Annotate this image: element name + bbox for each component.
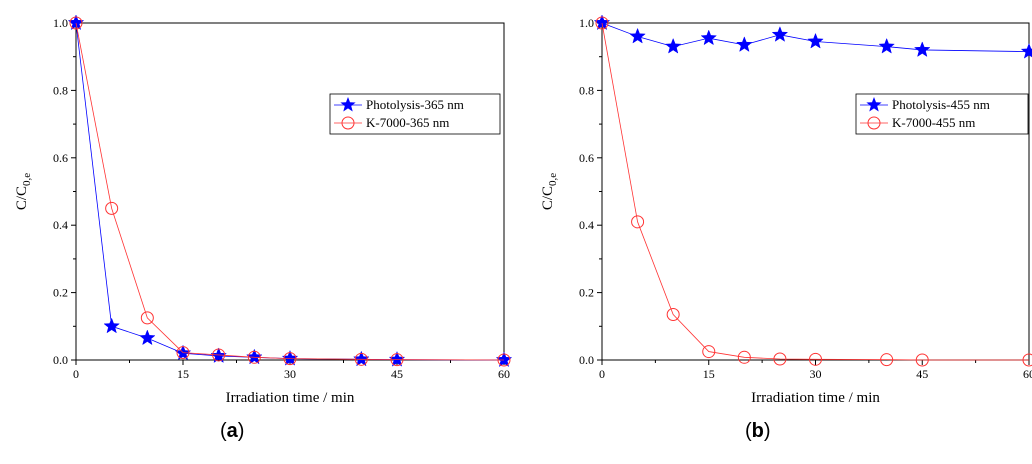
legend-entry-0: Photolysis-365 nm [366,97,464,112]
series-line-1 [601,22,1029,361]
data-point [736,36,753,52]
x-tick-label: 60 [1023,367,1032,381]
panel-label-b: (b) [745,420,771,442]
data-point [664,37,682,54]
legend-entry-0: Photolysis-455 nm [892,97,990,112]
legend-circle-marker [867,116,881,130]
y-tick-label: 0.2 [53,286,68,300]
chart-b: 0 15 30 45 60 0.0 0.2 0.4 0.6 0.8 1.0 Irradiation t… [540,14,1032,406]
data-point [771,26,789,42]
x-tick-label: 45 [916,367,928,381]
data-point [702,345,716,359]
data-point [878,37,895,54]
data-point [913,41,931,57]
x-tick-label: 30 [284,367,296,381]
data-point [105,201,119,215]
data-point [809,352,822,366]
data-point [631,215,645,229]
series-line-0 [75,22,505,361]
data-point [283,352,297,366]
data-point [212,348,226,362]
data-point [354,352,368,366]
data-point [915,353,929,367]
legend-entry-1: K-7000-365 nm [366,115,449,130]
plot-frame [601,22,1030,361]
data-point [773,352,787,366]
data-point [103,317,120,334]
y-tick-label: 0.0 [579,353,594,367]
legend-star-marker [866,97,882,112]
data-point [497,353,511,367]
data-point [140,311,154,325]
chart-a: 0 15 30 45 60 0.0 0.2 0.4 0.6 0.8 1.0 Irradiation t… [14,14,513,406]
panel-label-a: (a) [220,420,245,442]
data-point [390,353,404,367]
legend-star-marker [340,97,356,112]
data-point [807,32,824,49]
y-axis-title: C/C0,e [540,173,559,210]
legend-box [329,93,501,135]
x-axis-title: Irradiation time / min [226,390,355,406]
legend-box [855,93,1029,135]
data-point [176,346,190,360]
x-tick-label: 30 [810,367,822,381]
x-tick-label: 0 [73,367,79,381]
legend: Photolysis-365 nm K-7000-365 nm [329,93,501,135]
data-point [880,353,894,367]
x-tick-label: 15 [177,367,189,381]
y-tick-label: 0.6 [53,151,68,165]
data-point [700,29,718,46]
data-point [666,308,680,322]
y-tick-label: 1.0 [579,16,594,30]
x-tick-label: 0 [599,367,605,381]
data-point [1022,353,1032,367]
plot-frame [75,22,505,361]
y-tick-label: 0.0 [53,353,68,367]
y-axis-title: C/C0,e [14,173,33,210]
x-tick-label: 45 [391,367,403,381]
data-point [247,350,261,364]
data-point [737,350,751,364]
data-point [69,16,83,30]
y-tick-label: 0.6 [579,151,594,165]
legend: Photolysis-455 nm K-7000-455 nm [855,93,1029,135]
series-line-0 [601,22,1030,53]
y-tick-label: 0.8 [579,83,594,97]
x-tick-label: 15 [703,367,715,381]
data-point [139,329,156,346]
y-tick-label: 1.0 [53,16,68,30]
y-tick-label: 0.8 [53,83,68,97]
y-tick-label: 0.4 [53,218,68,232]
x-axis-title: Irradiation time / min [751,390,880,406]
legend-circle-marker [341,116,355,130]
y-tick-label: 0.2 [579,286,594,300]
x-tick-label: 60 [498,367,510,381]
y-tick-label: 0.4 [579,218,594,232]
legend-entry-1: K-7000-455 nm [892,115,975,130]
data-point [1020,42,1032,59]
data-point [595,16,609,30]
data-point [629,27,646,44]
series-line-1 [75,22,505,361]
